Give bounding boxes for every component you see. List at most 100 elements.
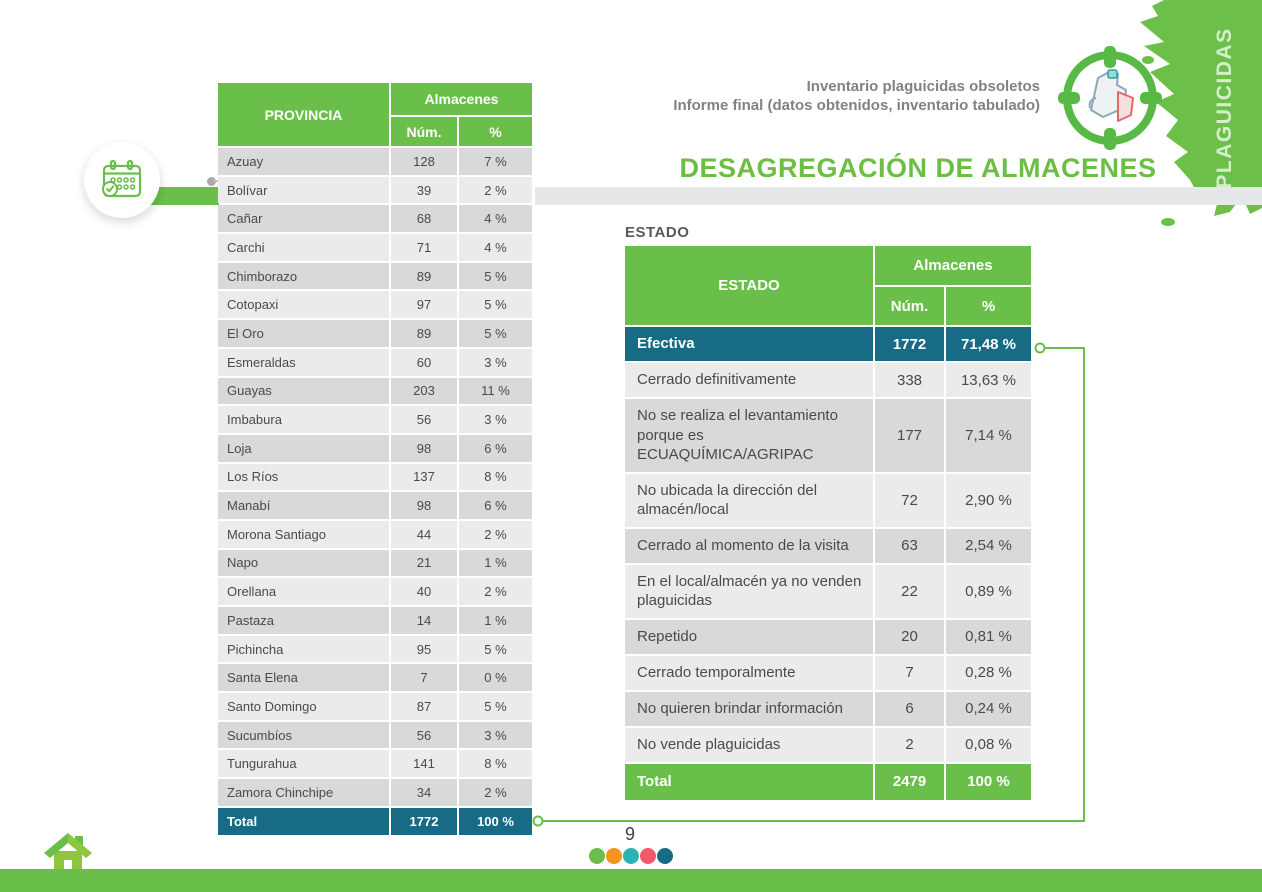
table-row: Esmeraldas 60 3 % bbox=[218, 348, 532, 376]
cell-pct: 3 % bbox=[459, 348, 532, 376]
table-row: Azuay 128 7 % bbox=[218, 148, 532, 175]
table-row: Manabí 98 6 % bbox=[218, 492, 532, 519]
province-table-body: Azuay 128 7 % Bolívar 39 2 % Cañar 68 4 % Carchi 7… bbox=[218, 148, 532, 806]
cell-pct: 0,24 % bbox=[946, 691, 1031, 726]
table-row: Sucumbíos 56 3 % bbox=[218, 721, 532, 749]
cell-num: 56 bbox=[391, 721, 457, 749]
calendar-badge bbox=[84, 142, 160, 218]
cell-num: 39 bbox=[391, 176, 457, 204]
cell-pct: 6 % bbox=[459, 434, 532, 462]
cell-name: Cotopaxi bbox=[218, 291, 389, 319]
table-row: Tungurahua 141 8 % bbox=[218, 750, 532, 778]
table-row: No se realiza el levantamiento porque es… bbox=[625, 399, 1031, 472]
cell-name: Zamora Chinchipe bbox=[218, 779, 389, 806]
table-row: Pastaza 14 1 % bbox=[218, 607, 532, 634]
cell-num: 20 bbox=[875, 619, 944, 654]
cell-num: 6 bbox=[875, 691, 944, 726]
cell-name: Efectiva bbox=[625, 327, 873, 361]
estado-table-body: Efectiva 1772 71,48 % Cerrado definitivamen… bbox=[625, 327, 1031, 762]
cell-pct: 3 % bbox=[459, 721, 532, 749]
cell-num: 63 bbox=[875, 528, 944, 563]
doc-line1: Inventario plaguicidas obsoletos bbox=[806, 78, 1040, 95]
cell-name: Cerrado temporalmente bbox=[625, 655, 873, 690]
table-row: Cotopaxi 97 5 % bbox=[218, 291, 532, 319]
cell-name: Napo bbox=[218, 549, 389, 577]
table-row: Morona Santiago 44 2 % bbox=[218, 520, 532, 548]
table-row: En el local/almacén ya no venden plaguic… bbox=[625, 564, 1031, 618]
table-row: Orellana 40 2 % bbox=[218, 578, 532, 605]
page-number: 9 bbox=[624, 824, 635, 844]
cell-name: Chimborazo bbox=[218, 262, 389, 290]
cell-name: Cañar bbox=[218, 205, 389, 233]
cell-name: Bolívar bbox=[218, 176, 389, 204]
cell-pct: 5 % bbox=[459, 291, 532, 319]
cell-num: 338 bbox=[875, 363, 944, 397]
cell-num: 95 bbox=[391, 635, 457, 663]
table-row: Zamora Chinchipe 34 2 % bbox=[218, 779, 532, 806]
table-row: Bolívar 39 2 % bbox=[218, 176, 532, 204]
table-row: Los Ríos 137 8 % bbox=[218, 463, 532, 491]
table-row: Cerrado al momento de la visita 63 2,54 % bbox=[625, 528, 1031, 563]
cell-name: Pastaza bbox=[218, 607, 389, 634]
estado-section-label: ESTADO bbox=[625, 224, 690, 241]
cell-pct: 8 % bbox=[459, 463, 532, 491]
table-row: Cerrado temporalmente 7 0,28 % bbox=[625, 655, 1031, 690]
cell-pct: 0,89 % bbox=[946, 564, 1031, 618]
house-icon bbox=[44, 833, 92, 873]
cell-pct: 7 % bbox=[459, 148, 532, 175]
cell-num: 14 bbox=[391, 607, 457, 634]
page-title: DESAGREGACIÓN DE ALMACENES bbox=[679, 153, 1157, 183]
province-total-row: Total 1772 100 % bbox=[218, 807, 532, 835]
cell-pct: 0,08 % bbox=[946, 727, 1031, 762]
cell-num: 44 bbox=[391, 520, 457, 548]
cell-pct: 5 % bbox=[459, 262, 532, 290]
cell-pct: 2,54 % bbox=[946, 528, 1031, 563]
cell-pct: 2 % bbox=[459, 779, 532, 806]
cell-num: 40 bbox=[391, 578, 457, 605]
cell-name: Loja bbox=[218, 434, 389, 462]
province-table-header: PROVINCIA Almacenes Núm. % bbox=[218, 83, 532, 146]
cell-pct: 0,81 % bbox=[946, 619, 1031, 654]
table-row: Carchi 71 4 % bbox=[218, 234, 532, 261]
column-header-pct: % bbox=[946, 287, 1031, 325]
cell-pct: 5 % bbox=[459, 693, 532, 720]
cell-num: 97 bbox=[391, 291, 457, 319]
cell-num: 89 bbox=[391, 320, 457, 347]
cell-name: Manabí bbox=[218, 492, 389, 519]
total-pct: 100 % bbox=[459, 807, 532, 835]
column-header-estado: ESTADO bbox=[625, 246, 873, 325]
cell-num: 34 bbox=[391, 779, 457, 806]
cell-pct: 2 % bbox=[459, 176, 532, 204]
calendar-icon bbox=[102, 159, 142, 198]
table-row: Guayas 203 11 % bbox=[218, 377, 532, 405]
cell-num: 89 bbox=[391, 262, 457, 290]
page-dots bbox=[589, 848, 673, 864]
cell-num: 203 bbox=[391, 377, 457, 405]
cell-num: 68 bbox=[391, 205, 457, 233]
column-header-num: Núm. bbox=[875, 287, 944, 325]
table-row: No vende plaguicidas 2 0,08 % bbox=[625, 727, 1031, 762]
cell-pct: 1 % bbox=[459, 549, 532, 577]
table-row: Efectiva 1772 71,48 % bbox=[625, 327, 1031, 361]
estado-table-header: ESTADO Almacenes Núm. % bbox=[625, 246, 1031, 325]
page-dot bbox=[640, 848, 656, 864]
cell-num: 177 bbox=[875, 399, 944, 472]
table-row: No ubicada la dirección del almacén/loca… bbox=[625, 473, 1031, 527]
table-row: Cerrado definitivamente 338 13,63 % bbox=[625, 363, 1031, 397]
cell-num: 1772 bbox=[875, 327, 944, 361]
cell-num: 56 bbox=[391, 406, 457, 433]
table-row: El Oro 89 5 % bbox=[218, 320, 532, 347]
cell-num: 21 bbox=[391, 549, 457, 577]
table-row: Pichincha 95 5 % bbox=[218, 635, 532, 663]
column-header-num: Núm. bbox=[391, 117, 457, 146]
cell-pct: 5 % bbox=[459, 635, 532, 663]
cell-name: El Oro bbox=[218, 320, 389, 347]
cell-name: Cerrado definitivamente bbox=[625, 363, 873, 397]
cell-name: Tungurahua bbox=[218, 750, 389, 778]
table-row: Loja 98 6 % bbox=[218, 434, 532, 462]
column-header-pct: % bbox=[459, 117, 532, 146]
cell-name: No quieren brindar información bbox=[625, 691, 873, 726]
cell-pct: 2,90 % bbox=[946, 473, 1031, 527]
cell-num: 98 bbox=[391, 492, 457, 519]
